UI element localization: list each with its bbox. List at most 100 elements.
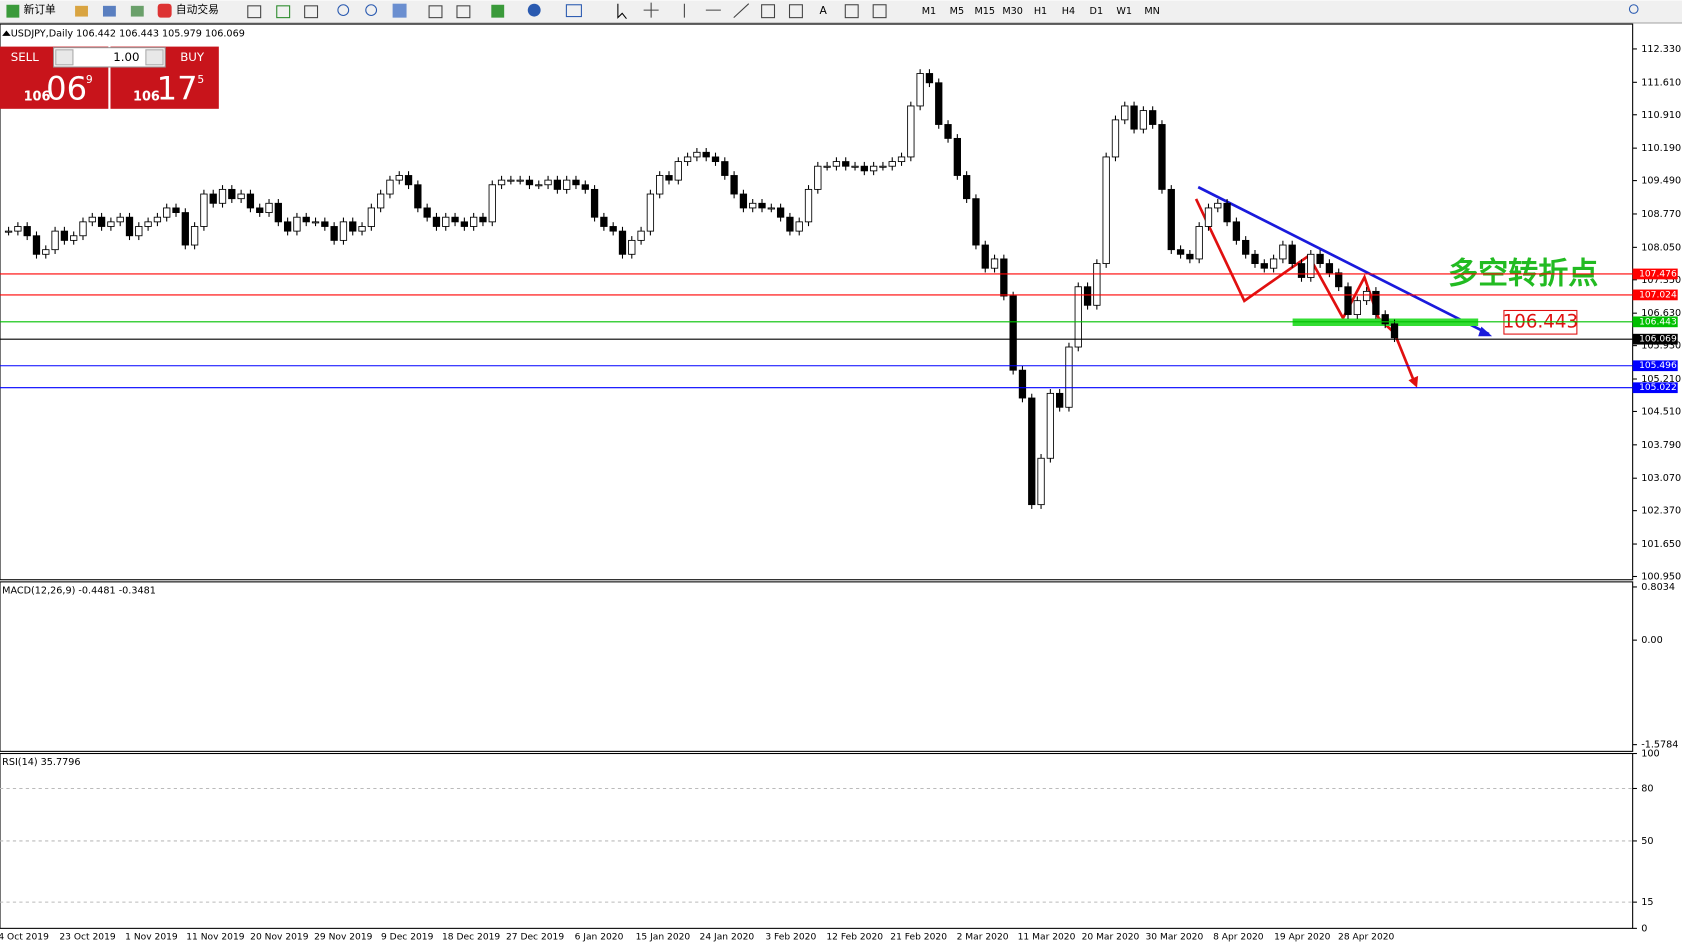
candle — [1279, 244, 1287, 260]
candle — [293, 216, 301, 232]
tool-icon[interactable] — [276, 5, 291, 19]
period-button[interactable]: MN — [1144, 6, 1160, 17]
candle — [646, 193, 655, 232]
candle — [600, 216, 608, 227]
new-order-icon[interactable] — [6, 4, 20, 18]
candle — [990, 258, 999, 269]
period-button[interactable]: M15 — [974, 6, 995, 17]
candle — [1316, 253, 1324, 265]
candle — [1325, 263, 1334, 274]
lots-input[interactable] — [53, 47, 166, 68]
period-button[interactable]: W1 — [1116, 6, 1132, 17]
y-tick-label: 110.910 — [1641, 110, 1681, 121]
tool-icon[interactable] — [761, 4, 776, 19]
candle — [414, 184, 422, 209]
tool-icon[interactable] — [304, 5, 319, 19]
candle — [702, 151, 710, 158]
x-tick-label: 19 Apr 2020 — [1274, 932, 1331, 942]
tool-icon[interactable] — [491, 4, 505, 18]
candle — [349, 221, 357, 232]
period-button[interactable]: D1 — [1090, 6, 1104, 17]
auto-trading-icon[interactable] — [157, 3, 172, 18]
level-tag — [1632, 289, 1678, 301]
candle — [367, 207, 375, 227]
line-tools[interactable] — [683, 3, 750, 19]
candle — [488, 184, 496, 223]
candle — [962, 175, 971, 200]
zoom-out[interactable] — [365, 4, 378, 17]
level-label: 105.022 — [1639, 383, 1677, 393]
tool-icon[interactable] — [247, 5, 262, 19]
period-button[interactable]: H4 — [1062, 6, 1075, 17]
tool-icon[interactable] — [428, 5, 443, 19]
tool-icon[interactable] — [788, 4, 803, 19]
x-tick-label: 27 Dec 2019 — [506, 932, 564, 942]
macd-panel — [0, 581, 1634, 752]
tool-icon[interactable] — [102, 5, 116, 17]
candle — [1372, 290, 1380, 315]
candle — [283, 221, 292, 232]
candle — [404, 175, 413, 186]
period-button[interactable]: M5 — [950, 6, 964, 17]
tool-icon[interactable] — [75, 5, 88, 17]
lots-down[interactable] — [55, 49, 74, 66]
candle — [1028, 397, 1036, 506]
candle — [51, 230, 59, 251]
y-tick-label: 112.330 — [1641, 44, 1681, 55]
candle — [711, 156, 720, 163]
y-tick-label: 101.650 — [1641, 539, 1681, 550]
cursor-tool[interactable] — [617, 3, 627, 20]
period-button[interactable]: M30 — [1002, 6, 1023, 17]
lots-up[interactable] — [145, 49, 164, 66]
candle — [1353, 300, 1361, 315]
tool-icon[interactable] — [844, 4, 859, 19]
buy-label[interactable]: BUY — [180, 50, 205, 64]
x-tick-label: 21 Feb 2020 — [890, 932, 947, 942]
tool-icon[interactable] — [565, 4, 582, 18]
candle — [1046, 392, 1055, 459]
candle — [1176, 249, 1185, 255]
x-tick-label: 11 Mar 2020 — [1018, 932, 1076, 942]
candle — [1307, 253, 1315, 278]
candle — [1000, 258, 1008, 297]
tool-icon[interactable] — [872, 4, 887, 19]
candle — [125, 216, 134, 237]
crosshair-tool[interactable] — [643, 2, 659, 18]
candle — [311, 221, 320, 224]
y-tick-label: 105.930 — [1641, 341, 1681, 352]
candle — [851, 165, 859, 168]
new-order[interactable]: 新订单 — [24, 3, 56, 16]
search[interactable] — [1628, 4, 1639, 14]
candle — [721, 161, 729, 176]
candle — [116, 216, 124, 223]
lots-value[interactable]: 1.00 — [113, 50, 139, 64]
y-tick-label: 110.190 — [1641, 143, 1681, 154]
text-tool[interactable]: A — [820, 4, 828, 17]
candle — [1269, 258, 1278, 269]
y-tick-label: 105.210 — [1641, 374, 1681, 385]
candle — [107, 221, 115, 227]
candle — [451, 216, 459, 223]
zoom-in[interactable] — [337, 4, 350, 17]
candle — [516, 179, 524, 182]
candle — [209, 193, 217, 204]
candle — [1297, 263, 1306, 278]
tool-icon[interactable] — [527, 3, 541, 17]
candle — [302, 216, 310, 223]
candle — [321, 221, 329, 227]
tool-icon[interactable] — [456, 5, 471, 19]
y-tick-label: 106.630 — [1641, 308, 1681, 319]
sell-label[interactable]: SELL — [11, 50, 39, 64]
period-button[interactable]: H1 — [1034, 6, 1047, 17]
x-tick-label: 1 Nov 2019 — [125, 932, 178, 942]
tool-icon[interactable] — [392, 3, 407, 18]
tool-icon[interactable] — [130, 5, 144, 17]
candle — [79, 221, 87, 237]
candle — [23, 226, 31, 237]
period-button[interactable]: M1 — [922, 6, 936, 17]
candle — [60, 230, 69, 241]
auto-trading[interactable]: 自动交易 — [176, 3, 219, 16]
candle — [1093, 263, 1101, 306]
